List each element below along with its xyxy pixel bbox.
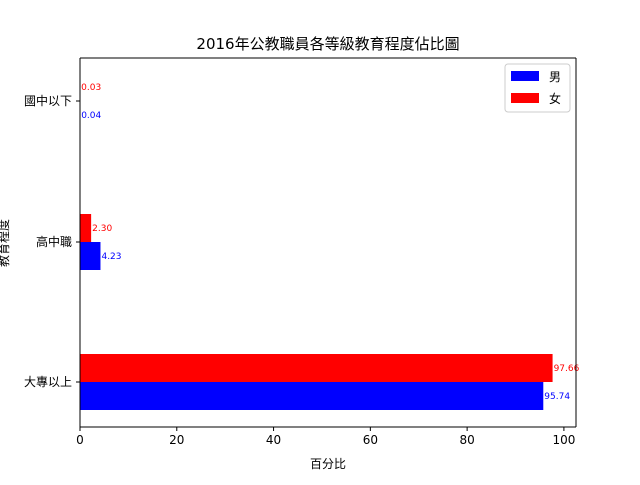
legend: 男女 bbox=[505, 64, 570, 112]
y-tick-label-0: 大專以上 bbox=[24, 375, 72, 389]
x-tick-label-1: 20 bbox=[169, 433, 184, 447]
legend-swatch-1 bbox=[511, 93, 539, 103]
bars-layer bbox=[80, 73, 553, 410]
x-tick-label-4: 80 bbox=[459, 433, 474, 447]
y-axis-label: 教育程度 bbox=[0, 219, 11, 267]
data-label-male-2: 0.04 bbox=[81, 111, 101, 121]
legend-label-0: 男 bbox=[549, 70, 561, 84]
y-tick-label-1: 高中職 bbox=[36, 234, 72, 249]
data-label-male-1: 4.23 bbox=[101, 252, 121, 262]
x-tick-label-3: 60 bbox=[363, 433, 378, 447]
data-label-male-0: 95.74 bbox=[544, 392, 570, 402]
y-tick-label-2: 國中以下 bbox=[24, 93, 72, 108]
legend-label-1: 女 bbox=[549, 91, 561, 106]
x-axis-label: 百分比 bbox=[310, 457, 346, 471]
chart-title: 2016年公教職員各等級教育程度佔比圖 bbox=[196, 35, 459, 53]
bar-male-1 bbox=[80, 242, 100, 270]
x-tick-label-5: 100 bbox=[552, 433, 575, 447]
bar-female-0 bbox=[80, 354, 553, 382]
data-label-female-2: 0.03 bbox=[81, 83, 101, 93]
bar-male-0 bbox=[80, 382, 543, 410]
bar-female-1 bbox=[80, 214, 91, 242]
legend-swatch-0 bbox=[511, 71, 539, 81]
data-label-female-1: 2.30 bbox=[92, 224, 112, 234]
x-tick-label-2: 40 bbox=[266, 433, 281, 447]
x-tick-label-0: 0 bbox=[76, 433, 84, 447]
